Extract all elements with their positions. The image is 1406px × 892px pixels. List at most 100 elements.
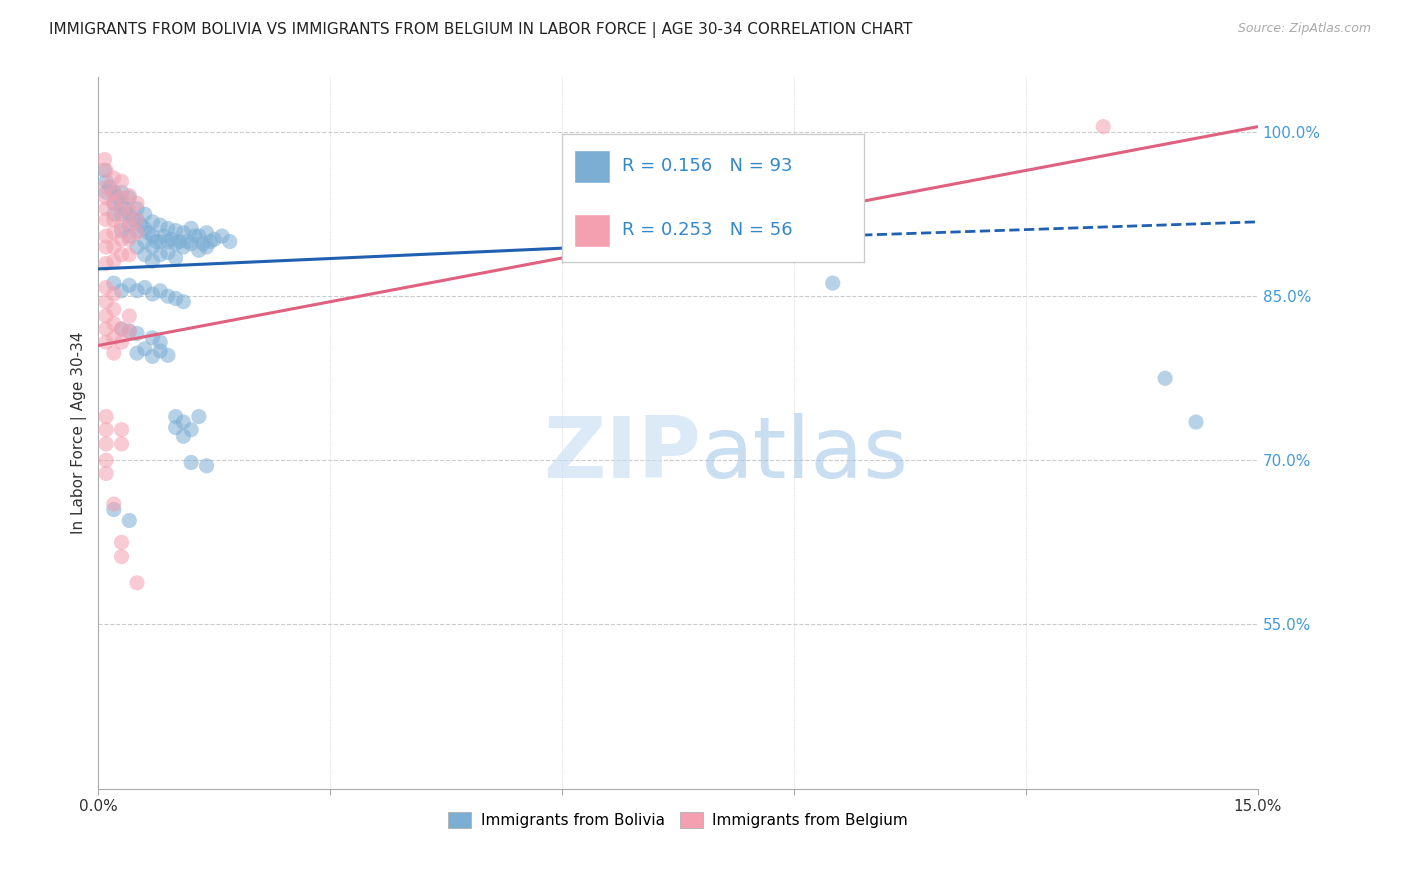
Text: atlas: atlas	[702, 413, 910, 496]
Point	[118, 324, 141, 338]
Point	[160, 232, 183, 246]
Point	[118, 191, 141, 205]
Point	[110, 174, 132, 188]
Point	[103, 240, 125, 254]
Text: ZIP: ZIP	[544, 413, 702, 496]
Point	[110, 322, 132, 336]
Point	[134, 235, 156, 249]
Point	[110, 218, 132, 232]
Point	[110, 186, 132, 200]
Point	[94, 179, 117, 194]
Point	[94, 453, 117, 467]
Point	[93, 153, 115, 167]
Point	[103, 196, 125, 211]
Point	[202, 232, 225, 246]
Point	[110, 284, 132, 298]
Point	[141, 215, 163, 229]
Point	[169, 235, 191, 249]
Point	[187, 229, 209, 244]
Point	[187, 244, 209, 258]
Point	[118, 278, 141, 293]
Point	[110, 224, 132, 238]
Point	[118, 188, 141, 202]
Point	[134, 342, 156, 356]
Point	[103, 331, 125, 345]
Point	[1185, 415, 1208, 429]
Point	[141, 229, 163, 244]
Point	[153, 229, 176, 244]
Point	[118, 203, 141, 218]
Point	[94, 256, 117, 270]
Point	[110, 437, 132, 451]
Point	[122, 212, 145, 227]
Point	[125, 212, 148, 227]
Point	[110, 207, 132, 221]
Point	[94, 202, 117, 216]
Point	[94, 437, 117, 451]
Point	[110, 232, 132, 246]
Legend: Immigrants from Bolivia, Immigrants from Belgium: Immigrants from Bolivia, Immigrants from…	[443, 806, 914, 834]
Point	[125, 224, 148, 238]
Point	[110, 196, 132, 211]
Point	[125, 346, 148, 360]
Point	[125, 240, 148, 254]
Point	[165, 420, 187, 434]
Point	[103, 207, 125, 221]
Point	[110, 423, 132, 437]
Point	[103, 497, 125, 511]
Point	[103, 171, 125, 186]
Point	[94, 191, 117, 205]
Point	[211, 229, 233, 244]
Point	[118, 324, 141, 338]
Point	[180, 456, 202, 470]
Point	[118, 247, 141, 261]
Point	[134, 221, 156, 235]
Text: IMMIGRANTS FROM BOLIVIA VS IMMIGRANTS FROM BELGIUM IN LABOR FORCE | AGE 30-34 CO: IMMIGRANTS FROM BOLIVIA VS IMMIGRANTS FR…	[49, 22, 912, 38]
Point	[195, 240, 218, 254]
Point	[821, 276, 844, 290]
Point	[200, 235, 222, 249]
Point	[94, 335, 117, 350]
Point	[94, 423, 117, 437]
Point	[94, 174, 117, 188]
Point	[94, 229, 117, 244]
Point	[110, 335, 132, 350]
Point	[195, 226, 218, 240]
Point	[141, 240, 163, 254]
Point	[110, 247, 132, 261]
Point	[141, 287, 163, 301]
Point	[156, 245, 179, 260]
Point	[134, 207, 156, 221]
Point	[172, 240, 194, 254]
Point	[172, 415, 194, 429]
Point	[94, 309, 117, 323]
Point	[1154, 371, 1177, 385]
Point	[191, 236, 214, 251]
Point	[165, 236, 187, 251]
Point	[156, 289, 179, 303]
Point	[93, 163, 115, 178]
Point	[180, 236, 202, 251]
Point	[118, 309, 141, 323]
Point	[134, 280, 156, 294]
Point	[141, 350, 163, 364]
Point	[218, 235, 240, 249]
Point	[125, 202, 148, 216]
Point	[94, 240, 117, 254]
Point	[103, 186, 125, 200]
Point	[110, 549, 132, 564]
Point	[172, 226, 194, 240]
Point	[141, 254, 163, 268]
Point	[149, 235, 172, 249]
Point	[103, 287, 125, 301]
Point	[118, 232, 141, 246]
Point	[118, 207, 141, 221]
Point	[149, 343, 172, 358]
Point	[125, 212, 148, 227]
Point	[94, 467, 117, 481]
Point	[94, 163, 117, 178]
Point	[94, 322, 117, 336]
Point	[110, 191, 132, 205]
Point	[103, 186, 125, 200]
Point	[156, 235, 179, 249]
